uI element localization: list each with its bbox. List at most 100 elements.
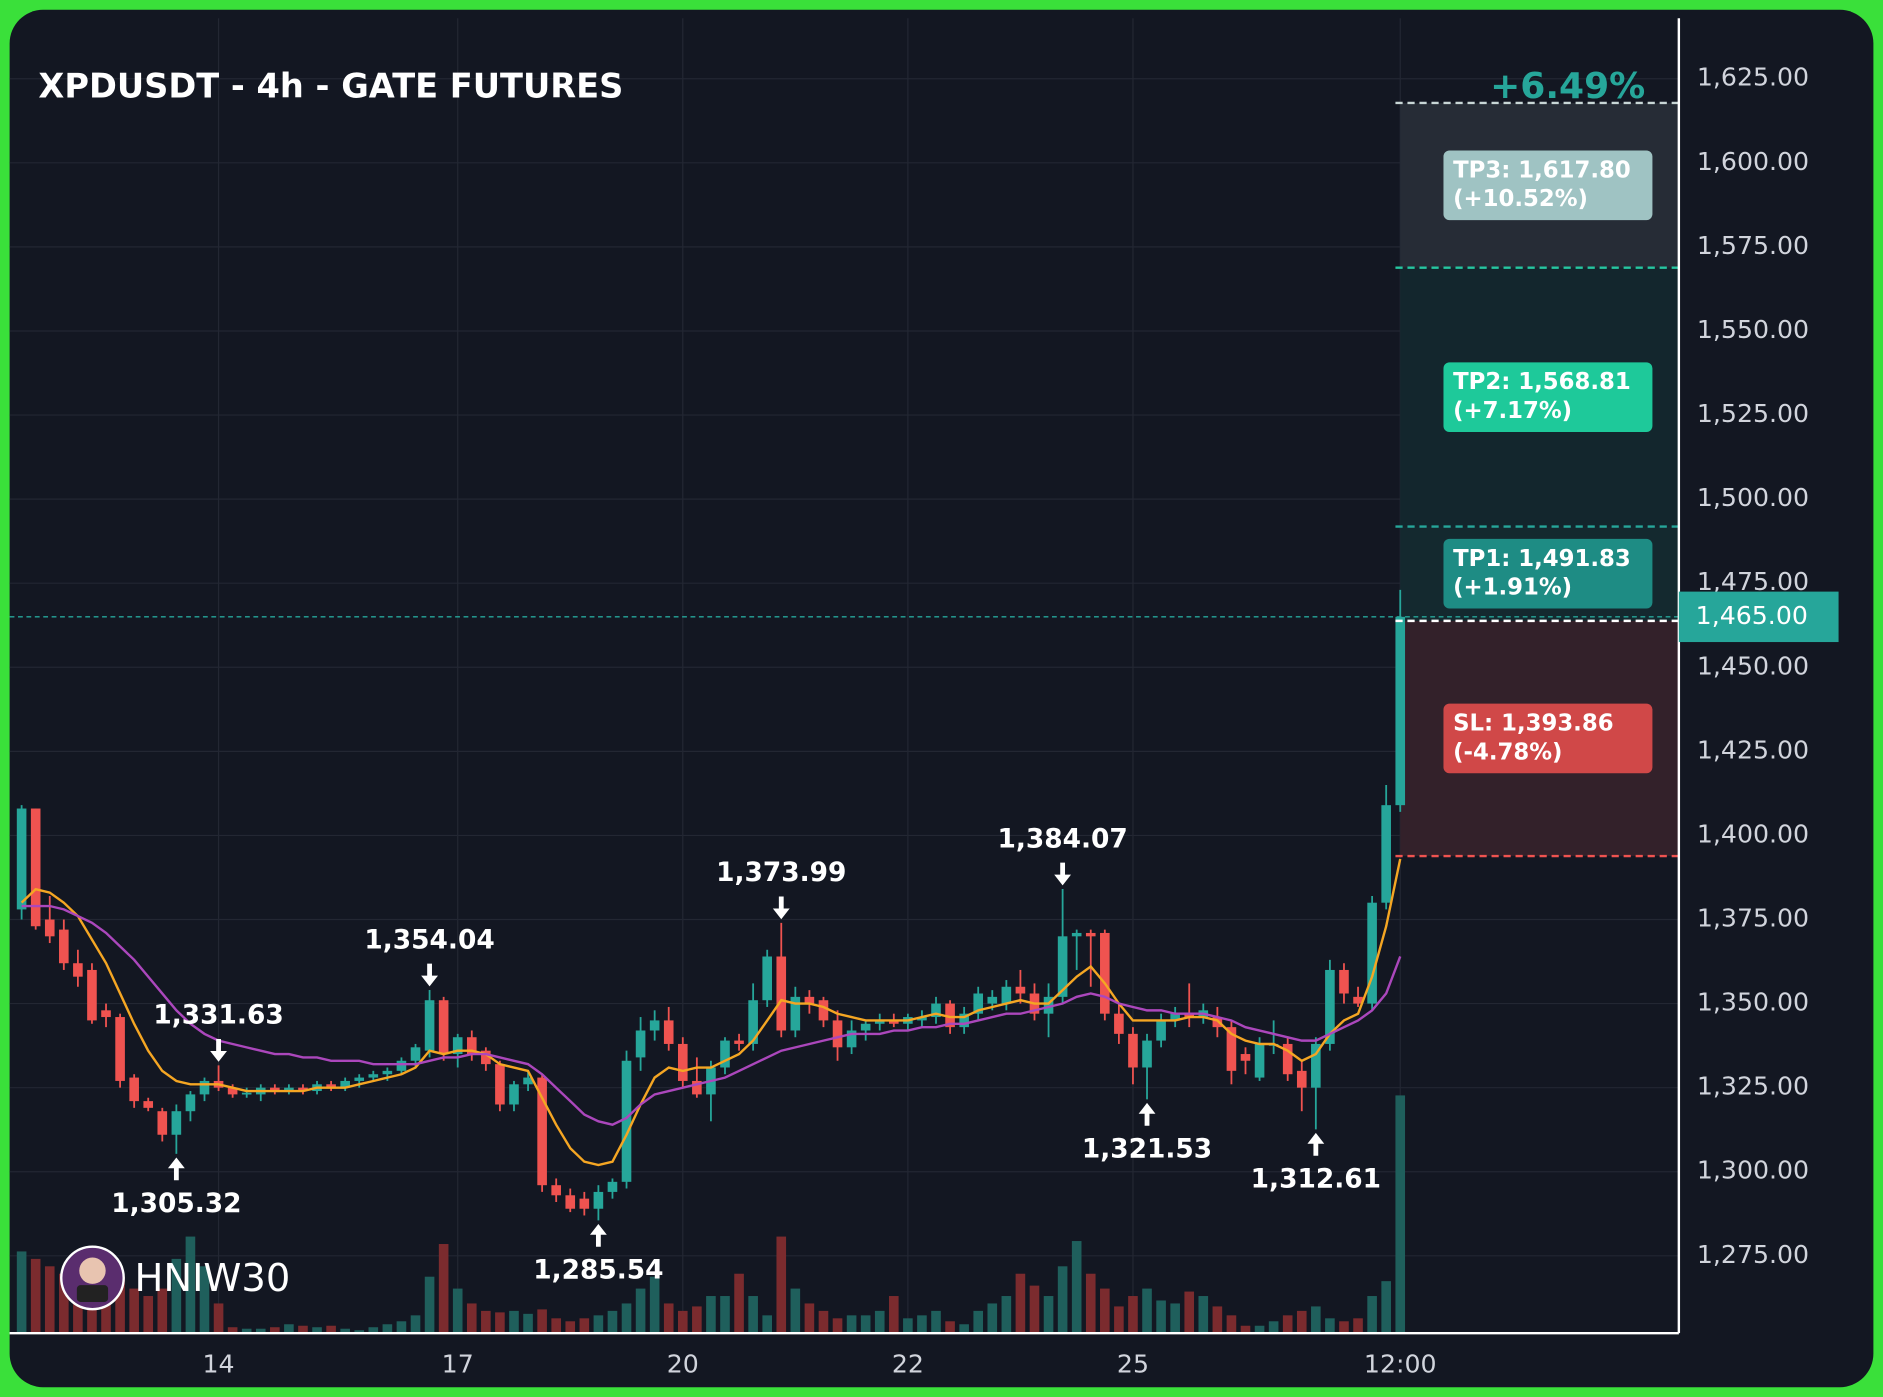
candle-body xyxy=(621,1060,632,1182)
candle-body xyxy=(607,1181,618,1192)
volume-bar xyxy=(874,1310,885,1334)
level-label: TP2: 1,568.81 xyxy=(1453,369,1631,395)
volume-bar xyxy=(382,1324,393,1334)
volume-bar xyxy=(255,1328,266,1334)
volume-bar xyxy=(241,1328,252,1334)
volume-bar xyxy=(621,1303,632,1334)
candle-body xyxy=(1057,936,1068,997)
avatar-face xyxy=(79,1257,106,1284)
candle-body xyxy=(663,1020,674,1044)
y-tick-label: 1,500.00 xyxy=(1697,483,1809,512)
candle-body xyxy=(171,1111,182,1135)
level-label-box xyxy=(1443,703,1653,774)
low-label: 1,285.54 xyxy=(533,1254,663,1285)
candle-body xyxy=(1395,616,1406,806)
candle-body xyxy=(734,1040,744,1044)
high-label: 1,354.04 xyxy=(364,924,494,955)
candle-body xyxy=(298,1087,308,1092)
candle-body xyxy=(1170,1013,1180,1021)
candle-body xyxy=(874,1020,885,1024)
candle-body xyxy=(227,1087,238,1095)
low-label: 1,312.61 xyxy=(1251,1163,1381,1194)
candle-body xyxy=(1325,969,1335,1044)
candle-body xyxy=(1128,1033,1138,1068)
volume-bar xyxy=(889,1296,899,1334)
candle-body xyxy=(129,1077,139,1102)
candle-body xyxy=(1085,932,1096,937)
level-change: (+1.91%) xyxy=(1453,575,1572,601)
volume-bar xyxy=(312,1327,322,1334)
y-tick-label: 1,350.00 xyxy=(1697,988,1809,1017)
volume-bar xyxy=(354,1330,365,1334)
volume-bar xyxy=(1395,1095,1406,1334)
candle-body xyxy=(481,1050,491,1065)
candle-body xyxy=(495,1064,505,1105)
volume-bar xyxy=(551,1318,561,1334)
volume-bar xyxy=(776,1236,787,1334)
volume-bar xyxy=(565,1321,576,1334)
candle-body xyxy=(1184,1013,1195,1018)
plot: 1,275.00 1,300.00 1,325.00 1,350.00 1,375.00… xyxy=(9,18,1839,1379)
volume-bar xyxy=(171,1258,182,1334)
volume-bar xyxy=(143,1296,154,1334)
volume-bar xyxy=(1085,1273,1096,1334)
candle-body xyxy=(649,1020,660,1031)
candle-body xyxy=(87,969,97,1021)
volume-bar xyxy=(804,1303,815,1334)
y-tick-label: 1,400.00 xyxy=(1697,819,1809,848)
candle-body xyxy=(424,1000,435,1051)
candle-body xyxy=(889,1020,899,1024)
volume-bar xyxy=(959,1324,969,1334)
volume-bar xyxy=(593,1315,604,1334)
annotation-arrow xyxy=(1054,862,1072,886)
volume-bar xyxy=(16,1251,27,1334)
annotation-arrow xyxy=(1307,1132,1325,1156)
candle-body xyxy=(438,1000,449,1055)
candle-body xyxy=(1311,1043,1321,1088)
candle-body xyxy=(396,1060,407,1071)
volume-bar xyxy=(663,1303,674,1334)
volume-bar xyxy=(1296,1310,1307,1334)
volume-bar xyxy=(115,1276,125,1334)
candle-body xyxy=(270,1087,280,1092)
y-tick-label: 1,525.00 xyxy=(1697,399,1809,428)
candle-body xyxy=(368,1074,379,1078)
volume-bar xyxy=(945,1321,955,1334)
volume-bar xyxy=(59,1273,69,1334)
candle-body xyxy=(860,1023,871,1031)
volume-bar xyxy=(284,1324,294,1334)
volume-bar xyxy=(1001,1296,1012,1334)
y-tick-label: 1,550.00 xyxy=(1697,315,1809,344)
volume-bar xyxy=(298,1325,308,1334)
volume-bar xyxy=(1353,1318,1363,1334)
volume-bar xyxy=(1071,1241,1082,1334)
level-label-box xyxy=(1443,150,1653,221)
volume-bar xyxy=(466,1303,477,1334)
avatar-body xyxy=(76,1285,109,1302)
volume-bar xyxy=(185,1236,196,1334)
moving-average xyxy=(20,858,1402,1167)
candle-body xyxy=(790,996,801,1031)
candle-body xyxy=(1339,969,1349,994)
candle-body xyxy=(593,1191,604,1209)
candle-body xyxy=(931,1003,941,1018)
candle-body xyxy=(340,1080,350,1088)
volume-bar xyxy=(1381,1281,1391,1334)
annotation-arrow xyxy=(421,963,438,987)
candle-body xyxy=(987,996,998,1004)
high-label: 1,331.63 xyxy=(153,1000,283,1031)
volume-bar xyxy=(1240,1325,1251,1334)
y-tick-label: 1,475.00 xyxy=(1697,567,1809,596)
volume-bar xyxy=(692,1306,702,1334)
candle-body xyxy=(115,1017,125,1081)
volume-bar xyxy=(213,1303,224,1334)
candle-body xyxy=(326,1084,336,1088)
volume-bar xyxy=(1156,1300,1166,1334)
candle-body xyxy=(410,1047,421,1061)
volume-bar xyxy=(44,1266,55,1334)
x-tick-label: 25 xyxy=(1117,1350,1149,1379)
volume-bar xyxy=(537,1309,547,1334)
candle-body xyxy=(16,808,27,910)
annotation-arrow xyxy=(589,1223,607,1247)
